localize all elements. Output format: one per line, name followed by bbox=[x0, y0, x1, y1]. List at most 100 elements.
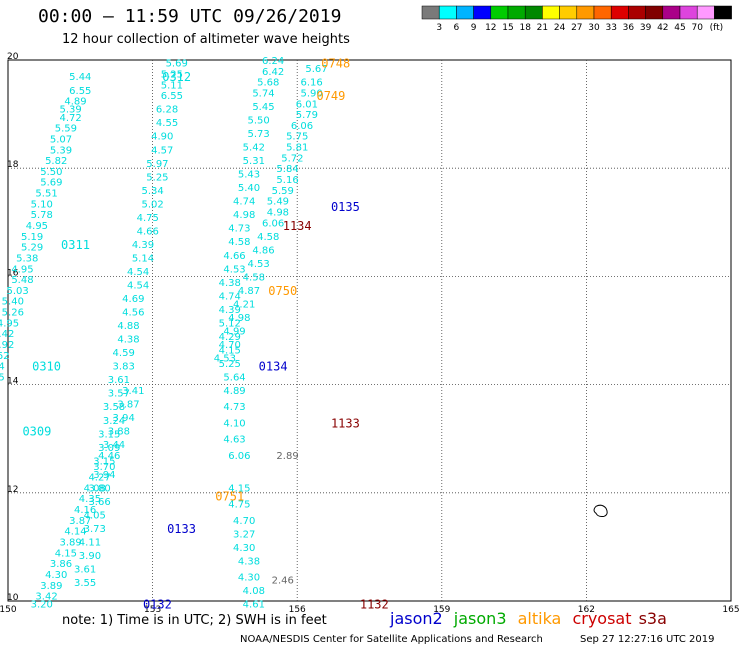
swh-value-label: 4.62 bbox=[0, 351, 9, 362]
swh-value-label: 6.42 bbox=[262, 67, 284, 78]
swh-value-label: 5.14 bbox=[132, 253, 154, 264]
pass-time-label: 0312 bbox=[162, 70, 191, 84]
footer-credit: NOAA/NESDIS Center for Satellite Applica… bbox=[240, 634, 543, 645]
plot-frame bbox=[7, 59, 732, 602]
swh-value-label: 3.70 bbox=[93, 462, 115, 473]
x-tick-label: 153 bbox=[144, 605, 161, 615]
pass-time-label: 0135 bbox=[331, 200, 360, 214]
swh-value-label: 4.10 bbox=[223, 418, 245, 429]
colorbar-swatch bbox=[576, 5, 595, 20]
colorbar-swatch bbox=[714, 5, 732, 20]
swh-value-label: 5.67 bbox=[305, 64, 327, 75]
swh-value-label: 3.73 bbox=[84, 524, 106, 535]
swh-value-label: 3.42 bbox=[35, 592, 57, 603]
swh-value-label: 5.81 bbox=[286, 143, 308, 154]
pass-time-label: 0751 bbox=[215, 490, 244, 504]
swh-value-label: 3.41 bbox=[122, 386, 144, 397]
swh-value-label: 6.16 bbox=[301, 78, 323, 89]
swh-value-label: 4.72 bbox=[60, 113, 82, 124]
swh-value-label: 4.95 bbox=[11, 264, 33, 275]
pass-time-label: 1133 bbox=[331, 416, 360, 430]
legend: jason2 jason3 altika cryosat s3a bbox=[390, 609, 667, 628]
colorbar-swatch bbox=[679, 5, 698, 20]
swh-value-label: 5.25 bbox=[161, 70, 183, 81]
swh-value-label: 4.92 bbox=[0, 340, 14, 351]
swh-value-label: 4.08 bbox=[84, 483, 106, 494]
y-tick-label: 14 bbox=[7, 377, 19, 387]
swh-value-label: 6.24 bbox=[262, 56, 284, 67]
island-outline bbox=[593, 504, 608, 518]
swh-value-label: 3.83 bbox=[113, 362, 135, 373]
pass-time-label: 0311 bbox=[61, 238, 90, 252]
swh-value-label: 4.99 bbox=[223, 327, 245, 338]
swh-value-label: 4.46 bbox=[98, 451, 120, 462]
colorbar-label: 33 bbox=[605, 23, 616, 33]
swh-value-label: 4.75 bbox=[137, 213, 159, 224]
swh-value-label: 4.11 bbox=[79, 537, 101, 548]
colorbar-label: 15 bbox=[502, 23, 513, 33]
swh-value-label: 5.50 bbox=[40, 167, 62, 178]
colorbar-swatch bbox=[473, 5, 492, 20]
pass-time-label: 1132 bbox=[360, 598, 389, 612]
swh-value-label: 4.84 bbox=[0, 362, 5, 373]
swh-value-label: 4.15 bbox=[219, 345, 241, 356]
swh-value-label: 4.73 bbox=[223, 402, 245, 413]
swh-value-label: 3.61 bbox=[74, 565, 96, 576]
swh-value-label: 4.63 bbox=[223, 435, 245, 446]
swh-value-label: 5.34 bbox=[141, 186, 163, 197]
swh-value-label: 5.73 bbox=[248, 129, 270, 140]
swh-value-label: 5.10 bbox=[31, 199, 53, 210]
swh-value-label: 5.68 bbox=[257, 78, 279, 89]
swh-value-label: 4.27 bbox=[88, 473, 110, 484]
colorbar-label: 45 bbox=[674, 23, 685, 33]
swh-value-label: 5.82 bbox=[45, 156, 67, 167]
swh-value-label: 4.15 bbox=[228, 483, 250, 494]
y-tick-label: 20 bbox=[7, 52, 19, 62]
swh-value-label: 4.75 bbox=[228, 500, 250, 511]
swh-value-label: 5.02 bbox=[141, 199, 163, 210]
swh-value-label: 5.43 bbox=[238, 170, 260, 181]
swh-value-label: 3.58 bbox=[103, 402, 125, 413]
colorbar-label: 27 bbox=[571, 23, 582, 33]
swh-value-label: 4.74 bbox=[233, 197, 255, 208]
swh-value-label: 4.57 bbox=[151, 145, 173, 156]
colorbar-swatch bbox=[542, 5, 560, 20]
swh-value-label: 4.14 bbox=[64, 527, 86, 538]
colorbar-label: 3 bbox=[436, 23, 442, 33]
colorbar-label: 36 bbox=[623, 23, 635, 33]
swh-value-label: 3.80 bbox=[88, 483, 110, 494]
swh-value-label: 5.97 bbox=[146, 159, 168, 170]
x-tick-label: 162 bbox=[578, 605, 595, 615]
swh-value-label: 3.55 bbox=[74, 578, 96, 589]
swh-value-label: 4.15 bbox=[55, 548, 77, 559]
colorbar-label: 6 bbox=[454, 23, 460, 33]
legend-jason3: jason3 bbox=[453, 609, 507, 628]
swh-value-label: 4.39 bbox=[219, 305, 241, 316]
pass-time-label: 0750 bbox=[268, 284, 297, 298]
swh-value-label: 4.61 bbox=[243, 600, 265, 611]
swh-value-label: 4.38 bbox=[219, 278, 241, 289]
swh-value-label: 3.57 bbox=[108, 389, 130, 400]
swh-value-label: 4.74 bbox=[219, 291, 241, 302]
swh-value-label: 4.98 bbox=[267, 207, 289, 218]
swh-value-label: 4.42 bbox=[0, 329, 14, 340]
swh-value-label: 3.90 bbox=[79, 551, 101, 562]
swh-value-label: 6.28 bbox=[156, 105, 178, 116]
swh-value-label: 4.55 bbox=[156, 118, 178, 129]
swh-value-label: 3.89 bbox=[40, 581, 62, 592]
swh-value-label: 3.15 bbox=[98, 429, 120, 440]
swh-value-label: 5.90 bbox=[301, 88, 323, 99]
swh-value-label: 3.24 bbox=[103, 416, 125, 427]
swh-value-label: 5.44 bbox=[69, 72, 91, 83]
colorbar-swatch bbox=[645, 5, 664, 20]
colorbar-label: 39 bbox=[640, 23, 652, 33]
colorbar-label: 24 bbox=[554, 23, 566, 33]
swh-value-label: 4.30 bbox=[233, 543, 255, 554]
colorbar-label: 18 bbox=[519, 23, 531, 33]
colorbar-label: 9 bbox=[471, 23, 477, 33]
pass-time-label: 0749 bbox=[316, 89, 345, 103]
swh-value-label: 4.89 bbox=[223, 386, 245, 397]
swh-value-label: 3.27 bbox=[233, 529, 255, 540]
colorbar-swatch bbox=[507, 5, 526, 20]
